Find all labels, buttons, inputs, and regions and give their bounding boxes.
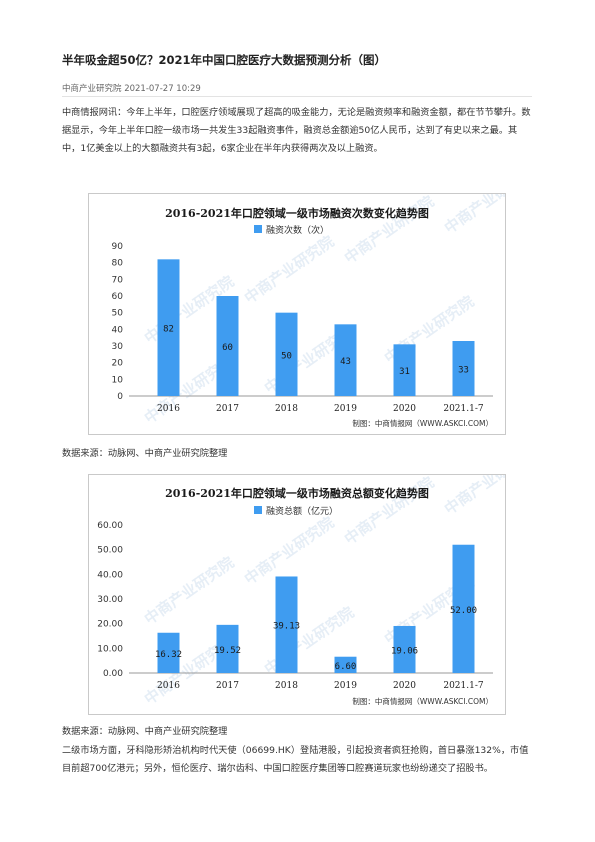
y-tick-label: 0 (117, 392, 123, 402)
bar (393, 344, 416, 396)
legend-label: 融资次数（次） (266, 224, 329, 236)
article-title: 半年吸金超50亿？2021年中国口腔医疗大数据预测分析（图） (62, 53, 387, 67)
data-label: 31 (399, 367, 410, 377)
x-tick-label: 2019 (334, 404, 357, 414)
watermark-text: 中商产业研究院 (341, 475, 437, 548)
legend-swatch (254, 506, 262, 514)
data-label: 52.00 (450, 606, 477, 616)
data-label: 16.32 (155, 650, 182, 660)
secondary-market-paragraph: 二级市场方面，牙科隐形矫治机构时代天使（06699.HK）登陆港股，引起投资者疯… (62, 745, 529, 774)
financing-amount-chart: 中商产业研究院 中商产业研究院 中商产业研究院 中商产业研究院 中商产业研究院 中商产业研… (88, 474, 506, 715)
bar (334, 324, 357, 396)
y-tick-label: 10 (112, 375, 124, 385)
data-label: 50 (281, 351, 292, 361)
bar (157, 259, 180, 396)
y-tick-label: 30.00 (97, 595, 123, 605)
bar (216, 296, 239, 396)
y-tick-label: 80 (112, 259, 124, 269)
chart-credit: 制图：中商情报网（WWW.ASKCI.COM） (352, 696, 493, 706)
bar (157, 632, 180, 673)
y-tick-label: 60 (112, 292, 124, 302)
bar (275, 312, 298, 396)
x-tick-label: 2016 (157, 404, 180, 414)
x-tick-label: 2020 (393, 681, 416, 691)
bar (452, 544, 475, 673)
y-tick-label: 30 (112, 342, 124, 352)
data-label: 19.06 (391, 646, 418, 656)
legend-label: 融资总额（亿元） (266, 505, 338, 517)
data-source-2: 数据来源：动脉网、中商产业研究院整理 (62, 726, 228, 737)
y-tick-label: 90 (112, 242, 124, 252)
y-tick-label: 50.00 (97, 546, 123, 556)
legend-swatch (254, 225, 262, 233)
data-label: 19.52 (214, 646, 241, 656)
x-tick-label: 2018 (275, 681, 298, 691)
bar (393, 625, 416, 673)
x-tick-label: 2020 (393, 404, 416, 414)
header-divider (62, 96, 532, 97)
y-tick-label: 40 (112, 325, 124, 335)
y-tick-label: 10.00 (97, 644, 123, 654)
data-label: 43 (340, 357, 351, 367)
y-tick-label: 20.00 (97, 620, 123, 630)
x-tick-label: 2021.1-7 (443, 681, 484, 691)
chart-title: 2016-2021年口腔领域一级市场融资总额变化趋势图 (165, 486, 429, 500)
x-tick-label: 2017 (216, 404, 239, 414)
data-label: 60 (222, 343, 233, 353)
bar (216, 624, 239, 673)
watermark-text: 中商产业研究院 (441, 194, 505, 237)
watermark-text: 中商产业研究院 (341, 194, 437, 267)
chart-title: 2016-2021年口腔领域一级市场融资次数变化趋势图 (165, 206, 429, 220)
article-meta: 中商产业研究院 2021-07-27 10:29 (62, 84, 201, 94)
data-label: 6.60 (335, 662, 357, 672)
watermark-text: 中商产业研究院 (441, 475, 505, 518)
watermark-text: 中商产业研究院 (141, 553, 237, 628)
x-tick-label: 2016 (157, 681, 180, 691)
data-source-1: 数据来源：动脉网、中商产业研究院整理 (62, 448, 228, 459)
intro-paragraph: 中商情报网讯：今年上半年，口腔医疗领域展现了超高的吸金能力，无论是融资频率和融资… (62, 107, 531, 154)
bar (452, 341, 475, 396)
y-tick-label: 40.00 (97, 570, 123, 580)
y-tick-label: 60.00 (97, 521, 123, 531)
x-tick-label: 2021.1-7 (443, 404, 484, 414)
data-label: 39.13 (273, 622, 300, 632)
bar (275, 576, 298, 673)
y-tick-label: 50 (112, 309, 124, 319)
x-tick-label: 2018 (275, 404, 298, 414)
watermark-text: 中商产业研究院 (241, 232, 337, 307)
data-label: 33 (458, 366, 469, 376)
y-tick-label: 0.00 (103, 669, 123, 679)
y-tick-label: 70 (112, 275, 124, 285)
financing-count-chart: 中商产业研究院 中商产业研究院 中商产业研究院 中商产业研究院 中商产业研究院 中商产业研… (88, 193, 506, 435)
data-label: 82 (163, 325, 174, 335)
x-tick-label: 2019 (334, 681, 357, 691)
y-tick-label: 20 (112, 359, 124, 369)
chart-credit: 制图：中商情报网（WWW.ASKCI.COM） (352, 418, 493, 428)
bar (334, 656, 357, 673)
x-tick-label: 2017 (216, 681, 239, 691)
